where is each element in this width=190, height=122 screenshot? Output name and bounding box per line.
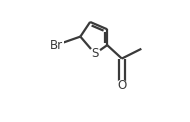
Ellipse shape bbox=[89, 48, 101, 59]
Text: Br: Br bbox=[49, 39, 63, 52]
Text: O: O bbox=[117, 79, 127, 92]
Text: S: S bbox=[91, 47, 99, 60]
Ellipse shape bbox=[117, 80, 127, 91]
